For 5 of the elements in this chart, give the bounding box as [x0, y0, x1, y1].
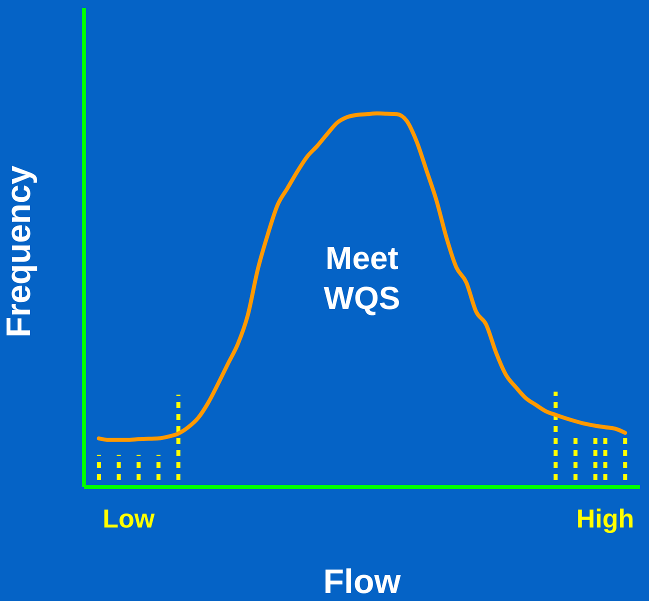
x-tick-label: Low [102, 503, 156, 534]
annotation: Meet WQS [322, 238, 402, 318]
x-axis-title: Flow [323, 563, 402, 601]
y-axis-title: Frequency [0, 165, 38, 338]
x-tick-label: High [576, 503, 634, 534]
